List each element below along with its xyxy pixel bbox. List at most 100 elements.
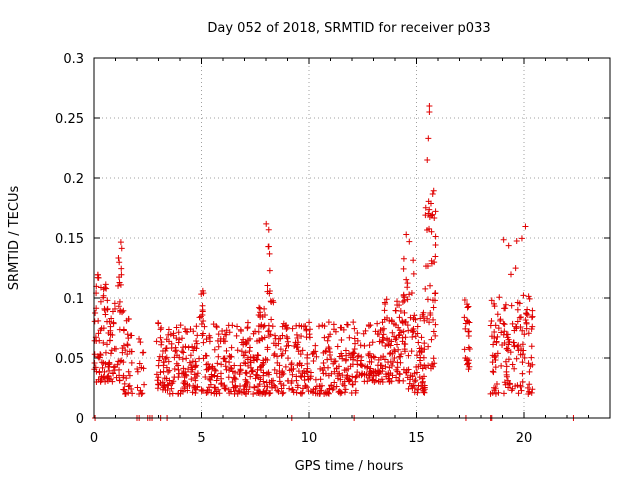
data-point	[375, 367, 382, 374]
y-tick-label: 0.25	[55, 112, 84, 127]
data-point	[231, 375, 238, 382]
data-point	[270, 352, 277, 359]
data-point	[256, 304, 263, 311]
data-point	[215, 386, 222, 393]
data-point	[492, 322, 499, 329]
data-point	[155, 319, 162, 326]
data-point	[272, 383, 279, 390]
data-point	[379, 339, 386, 346]
data-point	[257, 367, 264, 374]
data-point	[313, 353, 320, 360]
data-point	[509, 320, 516, 327]
data-point	[408, 348, 415, 355]
data-point	[194, 383, 201, 390]
data-point	[409, 385, 416, 392]
data-point	[461, 314, 468, 321]
data-point	[95, 330, 102, 337]
data-point	[523, 319, 530, 326]
data-point	[398, 350, 405, 357]
data-point	[491, 300, 498, 307]
data-point	[500, 390, 507, 397]
data-point	[97, 298, 104, 305]
data-point	[354, 330, 361, 337]
data-point	[119, 309, 126, 316]
data-point	[335, 370, 342, 377]
data-point	[129, 390, 136, 397]
data-point	[199, 308, 206, 315]
data-point	[525, 330, 532, 337]
data-point	[410, 316, 417, 323]
data-point	[118, 245, 125, 252]
data-point	[277, 380, 284, 387]
data-point	[227, 354, 234, 361]
y-tick-label: 0.1	[63, 292, 84, 307]
data-point	[394, 298, 401, 305]
data-point	[379, 334, 386, 341]
data-point	[514, 382, 521, 389]
data-point	[513, 355, 520, 362]
data-point	[266, 250, 273, 257]
plot-frame	[93, 57, 611, 419]
data-point	[502, 301, 509, 308]
data-point	[432, 242, 439, 249]
data-point	[232, 376, 239, 383]
data-point	[399, 334, 406, 341]
data-point	[120, 307, 127, 314]
data-point	[393, 374, 400, 381]
data-point	[371, 378, 378, 385]
data-point	[125, 335, 132, 342]
data-point	[192, 364, 199, 371]
data-point	[179, 356, 186, 363]
data-point	[100, 286, 107, 293]
data-point	[341, 367, 348, 374]
data-point	[203, 389, 210, 396]
data-point	[492, 390, 499, 397]
data-point	[464, 318, 471, 325]
data-point	[188, 362, 195, 369]
data-point	[294, 384, 301, 391]
data-point	[306, 326, 313, 333]
data-point	[275, 388, 282, 395]
data-point	[298, 374, 305, 381]
data-point	[240, 336, 247, 343]
data-point	[528, 343, 535, 350]
data-point	[432, 332, 439, 339]
data-point	[266, 267, 273, 274]
y-tick-label: 0.15	[55, 232, 84, 247]
data-point	[395, 332, 402, 339]
data-point	[464, 317, 470, 324]
data-point	[422, 212, 429, 219]
data-point	[498, 362, 505, 369]
data-point	[335, 363, 342, 370]
data-point	[338, 389, 345, 396]
data-point	[280, 382, 287, 389]
data-point	[465, 366, 472, 373]
data-point	[258, 321, 265, 328]
data-point	[255, 374, 262, 381]
data-point	[426, 319, 433, 326]
data-point	[361, 342, 368, 349]
data-point	[203, 361, 210, 368]
data-point	[203, 336, 210, 343]
data-point	[109, 378, 116, 385]
data-point	[275, 335, 282, 342]
data-point	[383, 296, 390, 303]
data-point	[260, 360, 267, 367]
data-point	[352, 340, 359, 347]
data-point	[161, 375, 168, 382]
data-point	[331, 326, 338, 333]
data-point	[160, 362, 167, 369]
data-point	[238, 389, 245, 396]
data-point	[261, 383, 268, 390]
data-point	[107, 350, 114, 357]
data-point	[255, 328, 262, 335]
data-point	[265, 332, 272, 339]
data-point	[416, 374, 423, 381]
data-point	[389, 329, 396, 336]
data-point	[123, 317, 130, 324]
data-point	[401, 309, 408, 316]
data-point	[291, 342, 298, 349]
data-point	[357, 342, 364, 349]
x-tick-label: 5	[197, 431, 205, 446]
data-point	[378, 376, 385, 383]
